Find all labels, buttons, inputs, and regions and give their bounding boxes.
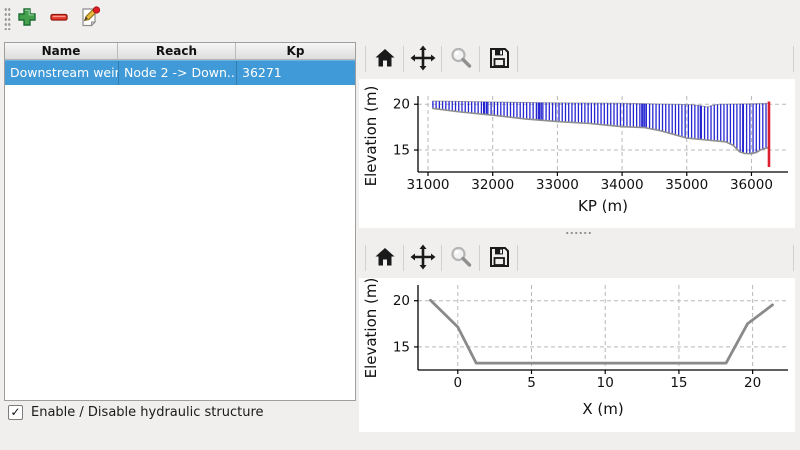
svg-text:20: 20 [744, 375, 761, 391]
toolbar-separator [517, 245, 518, 271]
zoom-icon [449, 245, 473, 272]
zoom-icon [449, 46, 473, 73]
pan-icon [410, 45, 436, 74]
toolbar-drag-handle[interactable] [4, 7, 11, 30]
toolbar-separator [517, 46, 518, 72]
kp-chart-xlabel: KP (m) [578, 197, 628, 215]
svg-text:36000: 36000 [730, 177, 773, 193]
add-structure-button[interactable] [12, 4, 42, 33]
minus-icon [48, 6, 70, 31]
pan-button[interactable] [407, 243, 439, 273]
enable-structure-row[interactable]: ✓ Enable / Disable hydraulic structure [8, 405, 264, 420]
table-header: Name Reach Kp [5, 43, 355, 60]
svg-text:32000: 32000 [471, 177, 514, 193]
svg-text:15: 15 [670, 375, 687, 391]
plus-icon [16, 6, 38, 31]
cross-section-ylabel: Elevation (m) [362, 277, 380, 379]
svg-text:10: 10 [597, 375, 614, 391]
toolbar-separator [403, 245, 404, 271]
cross-section-chart[interactable]: 0 5 10 15 20 15 20 [360, 278, 796, 432]
toolbar-separator [441, 245, 442, 271]
cell-name[interactable]: Downstream weir [10, 65, 118, 80]
toolbar-separator [441, 46, 442, 72]
svg-text:33000: 33000 [536, 177, 579, 193]
save-icon [487, 245, 511, 272]
cross-section-figure [359, 278, 795, 432]
svg-text:5: 5 [527, 375, 536, 391]
pan-icon [410, 244, 436, 273]
structures-table: Name Reach Kp Downstream weir Node 2 -> … [4, 42, 356, 401]
edit-structure-button[interactable] [75, 4, 105, 33]
svg-text:20: 20 [393, 97, 410, 113]
save-button[interactable] [483, 44, 515, 74]
home-icon [373, 245, 397, 272]
svg-text:0: 0 [454, 375, 463, 391]
kp-chart-ylabel: Elevation (m) [362, 85, 380, 187]
kp-profile-chart[interactable]: 31000 32000 33000 34000 35000 36000 15 20 [360, 85, 796, 235]
home-button[interactable] [369, 243, 401, 273]
toolbar-separator [479, 46, 480, 72]
enable-structure-label: Enable / Disable hydraulic structure [31, 405, 264, 420]
toolbar-separator [793, 245, 794, 271]
toolbar-separator [793, 46, 794, 72]
column-header-kp[interactable]: Kp [286, 44, 305, 58]
panel-splitter[interactable] [565, 231, 593, 236]
svg-text:35000: 35000 [665, 177, 708, 193]
svg-text:34000: 34000 [601, 177, 644, 193]
home-icon [373, 46, 397, 73]
save-icon [487, 46, 511, 73]
zoom-button[interactable] [445, 44, 477, 74]
table-row[interactable]: Downstream weir Node 2 -> Down... 36271 [5, 60, 355, 85]
cell-reach[interactable]: Node 2 -> Down... [118, 61, 236, 85]
save-button[interactable] [483, 243, 515, 273]
edit-document-icon [78, 5, 102, 32]
column-header-name[interactable]: Name [5, 43, 118, 59]
remove-structure-button[interactable] [44, 4, 74, 33]
toolbar-separator [365, 245, 366, 271]
column-header-reach[interactable]: Reach [118, 43, 236, 59]
home-button[interactable] [369, 44, 401, 74]
svg-text:15: 15 [393, 339, 410, 355]
svg-text:31000: 31000 [407, 177, 450, 193]
zoom-button[interactable] [445, 243, 477, 273]
cell-kp[interactable]: 36271 [236, 61, 355, 85]
svg-text:15: 15 [393, 143, 410, 159]
enable-structure-checkbox[interactable]: ✓ [8, 405, 23, 420]
toolbar-separator [365, 46, 366, 72]
toolbar-separator [403, 46, 404, 72]
cross-section-xlabel: X (m) [582, 400, 624, 418]
toolbar-separator [479, 245, 480, 271]
pan-button[interactable] [407, 44, 439, 74]
main-toolbar [0, 0, 800, 37]
svg-text:20: 20 [393, 293, 410, 309]
